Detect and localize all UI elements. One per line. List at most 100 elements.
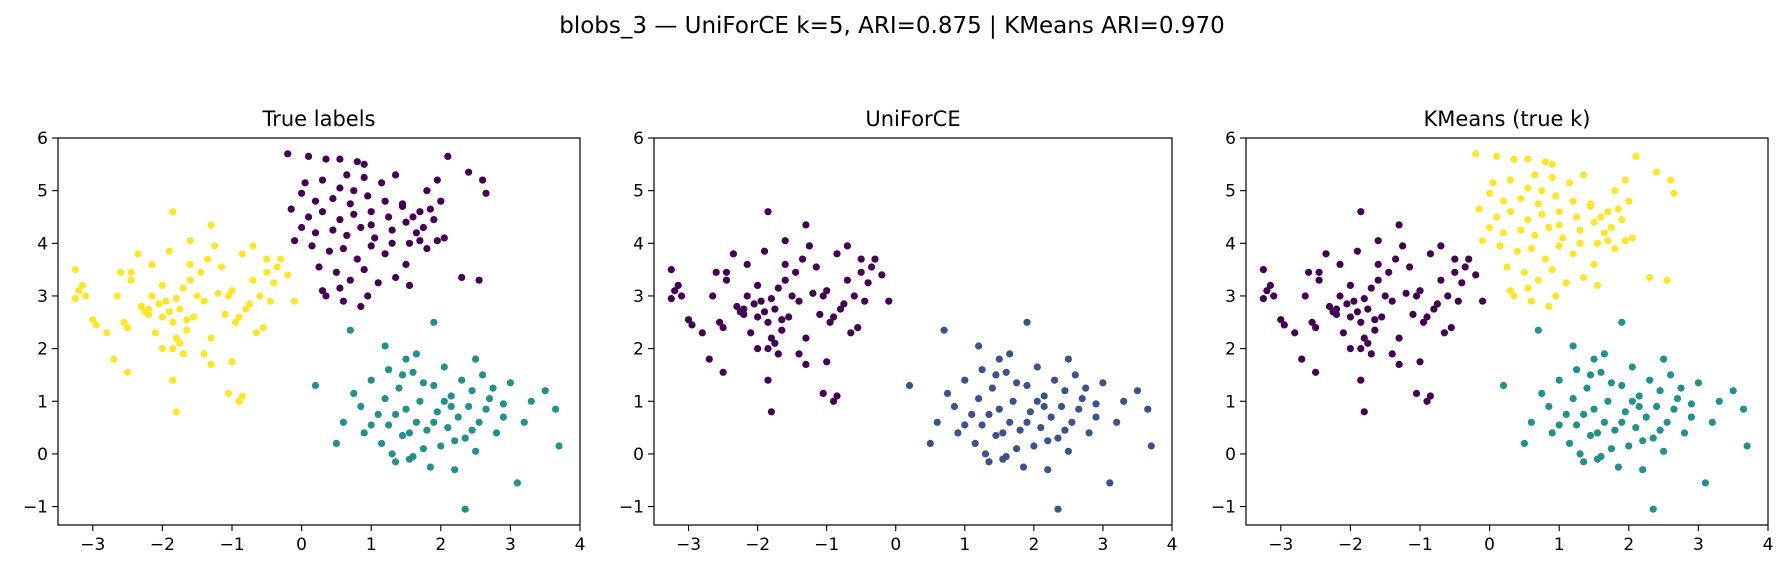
scatter-point <box>1520 268 1528 276</box>
scatter-point <box>336 184 344 192</box>
scatter-point <box>339 245 347 253</box>
scatter-point <box>360 160 368 168</box>
scatter-point <box>1346 281 1354 289</box>
scatter-point <box>381 342 389 350</box>
scatter-point <box>1496 242 1504 250</box>
scatter-point <box>75 287 83 295</box>
scatter-point <box>360 266 368 274</box>
scatter-point <box>754 313 762 321</box>
scatter-point <box>943 389 952 397</box>
scatter-point <box>266 297 274 305</box>
y-tick-label: 6 <box>633 129 644 149</box>
scatter-point <box>492 429 501 437</box>
panel-3: KMeans (true k) −3 −2 −1 0 1 2 3 4 −1 0 1 2 3 4 5 6 <box>1211 107 1773 555</box>
scatter-point <box>235 397 243 405</box>
scatter-point <box>238 392 246 400</box>
scatter-point <box>1364 339 1372 347</box>
scatter-point <box>1607 445 1615 453</box>
scatter-point <box>1419 318 1428 326</box>
scatter-point <box>416 237 424 245</box>
scatter-point <box>353 255 361 263</box>
scatter-point <box>388 239 396 247</box>
scatter-point <box>1527 418 1535 426</box>
scatter-point <box>1458 279 1466 287</box>
scatter-point <box>750 300 758 308</box>
panel-title: KMeans (true k) <box>1424 107 1591 131</box>
scatter-point <box>1426 250 1434 258</box>
scatter-point <box>1371 316 1379 324</box>
scatter-point <box>412 229 420 237</box>
scatter-point <box>172 408 180 416</box>
scatter-point <box>433 237 441 245</box>
scatter-point <box>1308 318 1316 326</box>
scatter-point <box>1395 334 1403 342</box>
scatter-point <box>472 355 480 363</box>
scatter-point <box>426 205 434 213</box>
scatter-point <box>857 268 865 276</box>
scatter-point <box>819 292 827 300</box>
scatter-point <box>433 176 441 184</box>
scatter-point <box>729 250 738 258</box>
scatter-point <box>458 273 466 282</box>
y-tick-label: 2 <box>1225 340 1236 360</box>
scatter-point <box>430 418 438 426</box>
scatter-point <box>830 313 838 321</box>
scatter-point <box>1611 187 1619 195</box>
scatter-point <box>778 326 786 334</box>
scatter-point <box>127 268 135 276</box>
scatter-point <box>1486 189 1494 197</box>
scatter-point <box>985 458 993 466</box>
scatter-point <box>381 250 389 258</box>
scatter-point <box>1061 426 1069 434</box>
scatter-point <box>315 263 323 271</box>
scatter-point <box>256 292 264 300</box>
scatter-point <box>385 213 393 221</box>
scatter-point <box>1451 268 1459 276</box>
scatter-point <box>1614 463 1622 471</box>
scatter-point <box>245 300 253 308</box>
scatter-point <box>1506 208 1515 216</box>
scatter-point <box>1555 421 1563 429</box>
scatter-point <box>978 366 986 374</box>
figure-title: blobs_3 — UniForCE k=5, ARI=0.875 | KMea… <box>559 13 1225 39</box>
scatter-point <box>444 152 452 160</box>
scatter-point <box>343 231 351 239</box>
scatter-point <box>1621 237 1629 245</box>
y-tick-label: −1 <box>619 498 644 518</box>
scatter-point <box>719 324 727 332</box>
scatter-point <box>1559 234 1567 242</box>
scatter-point <box>1593 429 1602 437</box>
scatter-point <box>1113 418 1121 426</box>
scatter-point <box>176 339 184 347</box>
scatter-point <box>754 281 762 289</box>
scatter-point <box>674 281 682 289</box>
scatter-point <box>291 237 299 245</box>
scatter-point <box>144 305 153 313</box>
scatter-point <box>868 263 876 271</box>
scatter-point <box>409 213 417 221</box>
scatter-point <box>1555 208 1563 216</box>
scatter-point <box>134 250 142 258</box>
scatter-point <box>371 234 379 242</box>
scatter-point <box>357 302 365 311</box>
scatter-point <box>367 421 375 429</box>
scatter-point <box>513 479 522 487</box>
scatter-point <box>678 292 686 300</box>
scatter-point <box>329 226 337 234</box>
scatter-point <box>172 334 180 342</box>
x-tick-label: −2 <box>1338 535 1363 555</box>
scatter-point <box>385 366 393 374</box>
scatter-point <box>228 287 236 295</box>
scatter-point <box>433 408 441 416</box>
scatter-point <box>364 192 372 200</box>
scatter-point <box>1378 313 1386 321</box>
scatter-point <box>1475 205 1483 213</box>
scatter-point <box>1527 245 1535 253</box>
scatter-point <box>709 292 717 300</box>
scatter-point <box>395 384 403 392</box>
scatter-point <box>360 429 368 437</box>
scatter-point <box>426 463 434 471</box>
scatter-point <box>975 395 983 403</box>
scatter-point <box>1346 313 1354 321</box>
scatter-point <box>988 384 997 392</box>
